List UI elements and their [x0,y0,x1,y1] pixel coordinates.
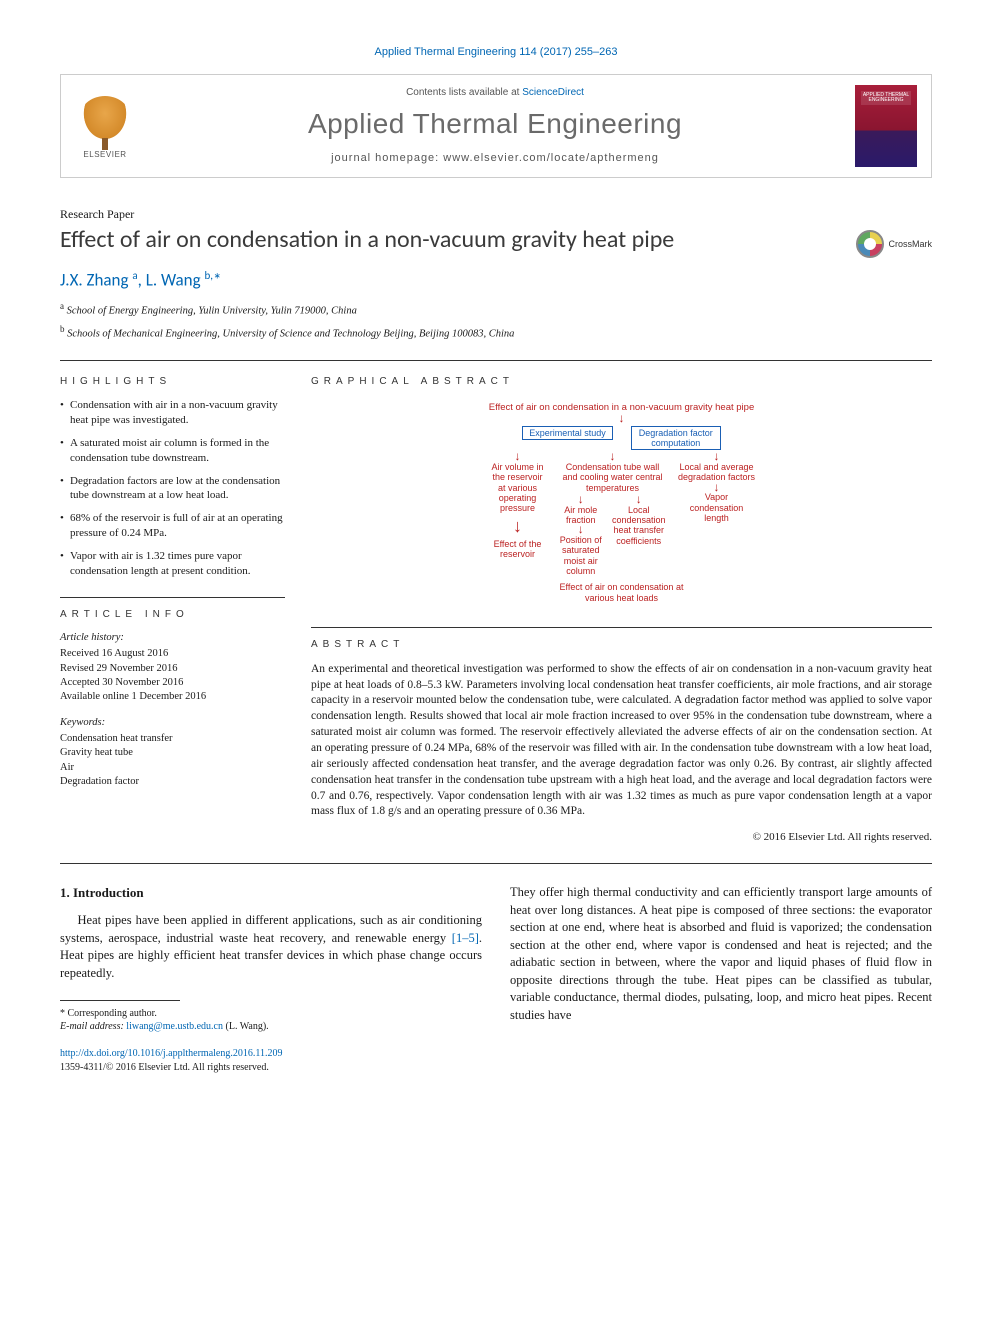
intro-paragraph-right: They offer high thermal conductivity and… [510,884,932,1024]
highlight-item: Condensation with air in a non-vacuum gr… [60,398,285,428]
paper-type: Research Paper [60,206,932,222]
contents-available: Contents lists available at ScienceDirec… [153,86,837,100]
issn-copyright: 1359-4311/© 2016 Elsevier Ltd. All right… [60,1061,482,1075]
keyword: Condensation heat transfer [60,732,285,746]
highlight-item: 68% of the reservoir is full of air at a… [60,511,285,541]
sciencedirect-link[interactable]: ScienceDirect [522,87,584,98]
authors: J.X. Zhang a, L. Wang b,* [60,269,932,293]
crossmark-icon [856,230,884,258]
affiliation: a School of Energy Engineering, Yulin Un… [60,300,932,319]
history-line: Revised 29 November 2016 [60,662,285,676]
section-1-heading: 1. Introduction [60,884,482,902]
affiliation: b Schools of Mechanical Engineering, Uni… [60,323,932,342]
highlight-item: A saturated moist air column is formed i… [60,436,285,466]
highlight-item: Degradation factors are low at the conde… [60,474,285,504]
article-title: Effect of air on condensation in a non-v… [60,226,838,255]
corresponding-author-footnote: * Corresponding author. E-mail address: … [60,1007,482,1033]
highlights-label: HIGHLIGHTS [60,375,285,389]
ref-link-1-5[interactable]: [1–5] [452,931,479,945]
crossmark-badge[interactable]: CrossMark [856,230,932,258]
doi-link[interactable]: http://dx.doi.org/10.1016/j.applthermale… [60,1048,282,1059]
abstract-label: ABSTRACT [311,638,932,652]
history-line: Available online 1 December 2016 [60,690,285,704]
keywords-head: Keywords: [60,716,285,730]
keyword: Degradation factor [60,775,285,789]
history-line: Accepted 30 November 2016 [60,676,285,690]
article-info-label: ARTICLE INFO [60,608,285,622]
highlights-list: Condensation with air in a non-vacuum gr… [60,398,285,578]
article-history-head: Article history: [60,631,285,645]
journal-homepage: journal homepage: www.elsevier.com/locat… [153,151,837,166]
graphical-abstract: Effect of air on condensation in a non-v… [311,398,932,609]
keyword: Gravity heat tube [60,746,285,760]
history-line: Received 16 August 2016 [60,647,285,661]
highlight-item: Vapor with air is 1.32 times pure vapor … [60,549,285,579]
copyright-line: © 2016 Elsevier Ltd. All rights reserved… [311,830,932,845]
journal-cover-thumb: APPLIED THERMAL ENGINEERING [855,85,917,167]
abstract-text: An experimental and theoretical investig… [311,662,932,821]
intro-paragraph-left: Heat pipes have been applied in differen… [60,912,482,982]
graphical-abstract-label: GRAPHICAL ABSTRACT [311,375,932,389]
citation-line: Applied Thermal Engineering 114 (2017) 2… [60,45,932,60]
keyword: Air [60,761,285,775]
author-email-link[interactable]: liwang@me.ustb.edu.cn [126,1021,223,1032]
journal-masthead: ELSEVIER Contents lists available at Sci… [60,74,932,178]
journal-name: Applied Thermal Engineering [153,105,837,143]
elsevier-logo: ELSEVIER [75,91,135,161]
